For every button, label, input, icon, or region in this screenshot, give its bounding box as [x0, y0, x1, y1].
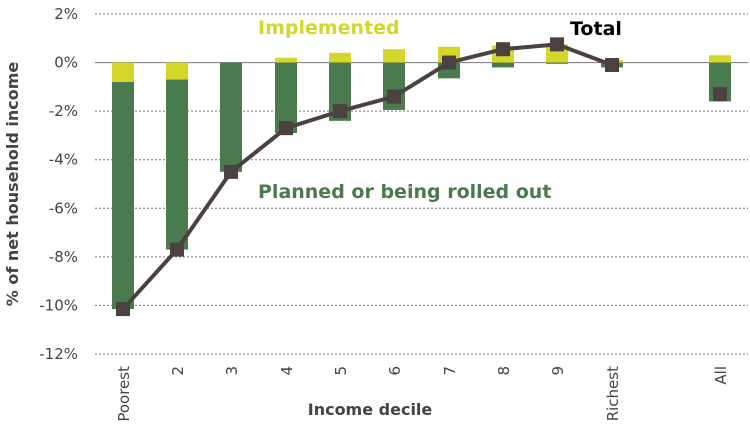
x-tick-label: All	[712, 366, 730, 385]
bar-planned-or-being-rolled-out	[220, 62, 242, 172]
y-tick-label: -4%	[49, 151, 78, 169]
total-point	[333, 104, 347, 119]
bar-implemented	[275, 57, 297, 63]
bar-planned-or-being-rolled-out	[166, 79, 188, 250]
bar-implemented	[112, 62, 134, 82]
y-tick-label: -8%	[49, 248, 78, 266]
total-point	[496, 42, 510, 57]
x-tick-label: 9	[549, 366, 567, 376]
y-tick-label: -2%	[49, 102, 78, 120]
y-tick-label: -12%	[39, 345, 78, 363]
x-axis-title: Income decile	[308, 400, 433, 419]
x-tick-label: 3	[223, 366, 241, 376]
total-point	[713, 87, 727, 102]
bars	[112, 44, 731, 310]
total-point	[279, 121, 293, 136]
x-tick-labels: Poorest 2 3 4 5 6 7 8 9 Richest All	[115, 366, 730, 422]
x-tick-label: 8	[495, 366, 513, 376]
bar-implemented	[383, 49, 405, 63]
bar-planned-or-being-rolled-out	[546, 62, 568, 64]
x-tick-label: Poorest	[115, 366, 133, 422]
y-tick-label: 0%	[54, 54, 78, 72]
total-line	[116, 37, 727, 317]
bar-implemented	[709, 55, 731, 63]
y-tick-label: -6%	[49, 199, 78, 217]
total-point	[224, 164, 238, 179]
x-tick-label: 5	[332, 366, 350, 376]
total-point	[116, 302, 130, 317]
bar-implemented	[329, 52, 351, 63]
total-point	[550, 37, 564, 52]
y-axis-title: % of net household income	[3, 62, 22, 307]
total-point	[442, 55, 456, 70]
bar-implemented	[166, 62, 188, 80]
bar-planned-or-being-rolled-out	[275, 62, 297, 134]
x-tick-label: 7	[441, 366, 459, 376]
y-tick-labels: 2% 0% -2% -4% -6% -8% -10% -12%	[39, 5, 78, 363]
bar-planned-or-being-rolled-out	[492, 62, 514, 68]
total-point	[387, 89, 401, 104]
total-annotation: Total	[570, 18, 622, 40]
total-line-path	[121, 42, 613, 311]
y-tick-label: 2%	[54, 5, 78, 23]
x-tick-label: 2	[169, 366, 187, 376]
total-point	[170, 242, 184, 257]
bar-planned-or-being-rolled-out	[112, 82, 134, 310]
x-tick-label: 6	[386, 366, 404, 376]
planned-annotation: Planned or being rolled out	[258, 181, 551, 203]
implemented-annotation: Implemented	[258, 17, 400, 39]
x-tick-label: Richest	[604, 366, 622, 421]
x-tick-label: 4	[278, 366, 296, 376]
y-tick-label: -10%	[39, 296, 78, 314]
total-point	[605, 58, 619, 72]
